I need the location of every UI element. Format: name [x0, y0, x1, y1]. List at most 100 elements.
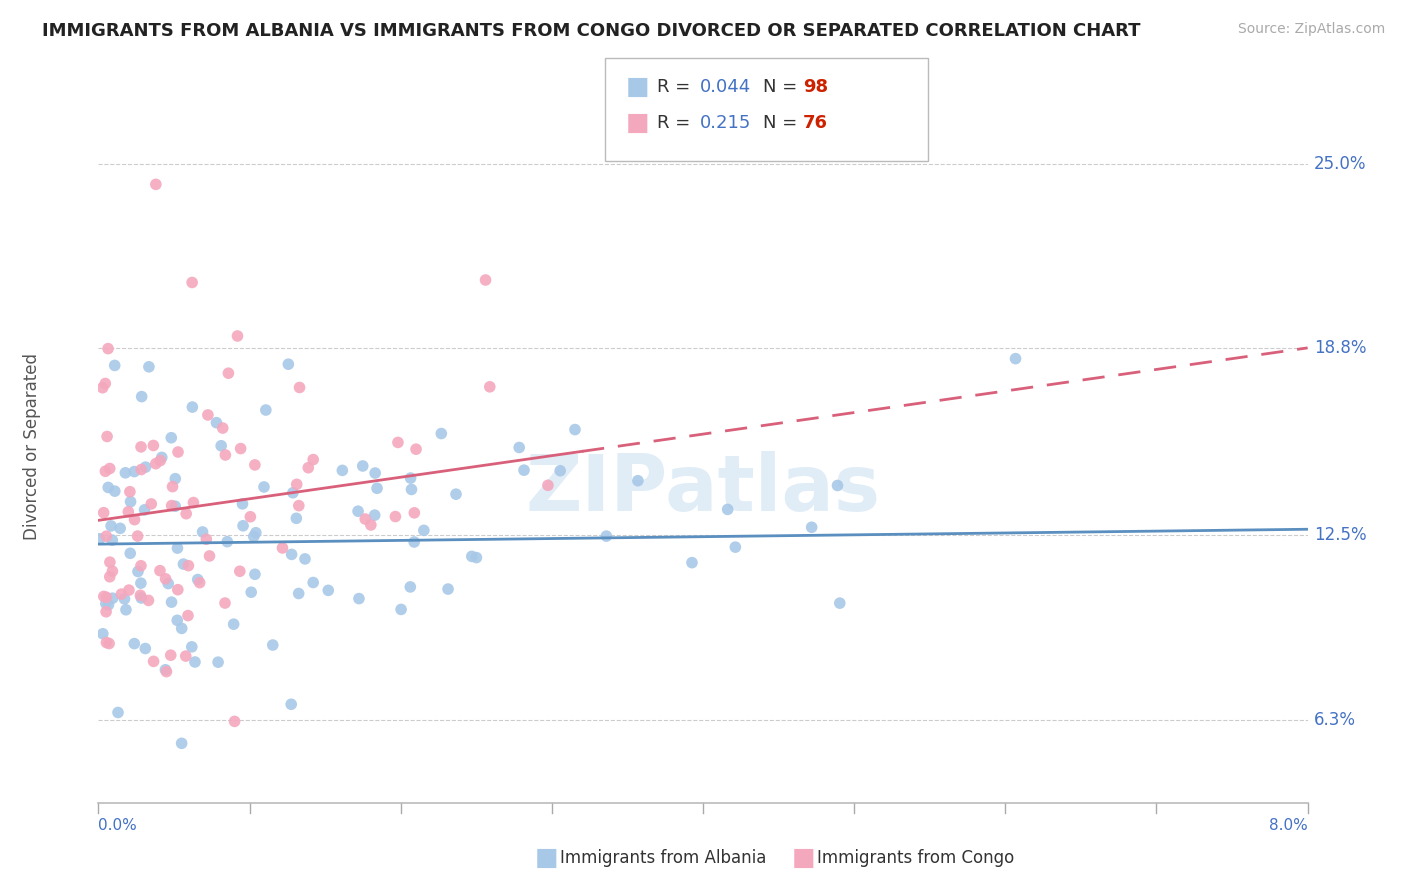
Point	[118, 583, 141, 598]
Point	[222, 617, 245, 632]
Point	[155, 572, 177, 586]
Point	[231, 497, 253, 511]
Text: ZIPatlas: ZIPatlas	[526, 450, 880, 527]
Point	[280, 698, 302, 712]
Point	[405, 442, 427, 457]
Point	[478, 380, 501, 394]
Text: ■: ■	[626, 112, 650, 135]
Point	[96, 591, 118, 605]
Point	[101, 591, 124, 606]
Point	[129, 591, 152, 605]
Point	[114, 466, 136, 480]
Point	[129, 576, 152, 591]
Point	[188, 575, 211, 590]
Point	[135, 460, 157, 475]
Point	[142, 438, 165, 452]
Point	[197, 408, 219, 422]
Point	[253, 480, 276, 494]
Point	[627, 474, 650, 488]
Point	[681, 556, 703, 570]
Point	[800, 520, 823, 534]
Point	[129, 588, 152, 602]
Point	[129, 558, 152, 573]
Point	[226, 329, 249, 343]
Point	[145, 457, 167, 471]
Point	[127, 529, 149, 543]
Point	[131, 390, 153, 404]
Point	[437, 582, 460, 596]
Text: ■: ■	[626, 76, 650, 99]
Point	[141, 497, 163, 511]
Text: Source: ZipAtlas.com: Source: ZipAtlas.com	[1237, 22, 1385, 37]
Point	[828, 596, 851, 610]
Point	[159, 648, 181, 663]
Point	[280, 548, 302, 562]
Point	[717, 502, 740, 516]
Point	[399, 580, 422, 594]
Point	[108, 521, 131, 535]
Point	[127, 565, 149, 579]
Point	[352, 458, 374, 473]
Point	[134, 641, 156, 656]
Point	[288, 380, 311, 394]
Point	[217, 366, 239, 380]
Point	[91, 381, 114, 395]
Point	[262, 638, 284, 652]
Point	[242, 529, 264, 543]
Point	[366, 481, 388, 495]
Point	[97, 342, 120, 356]
Point	[211, 421, 233, 435]
Point	[384, 509, 406, 524]
Point	[162, 480, 184, 494]
Point	[240, 585, 263, 599]
Point	[177, 558, 200, 573]
Point	[118, 484, 141, 499]
Point	[117, 505, 139, 519]
Point	[120, 546, 142, 560]
Point	[124, 465, 146, 479]
Point	[167, 445, 190, 459]
Point	[513, 463, 536, 477]
Point	[401, 483, 423, 497]
Point	[239, 509, 262, 524]
Point	[104, 359, 127, 373]
Point	[461, 549, 484, 564]
Point	[827, 478, 849, 492]
Point	[107, 706, 129, 720]
Point	[89, 532, 111, 546]
Point	[94, 376, 117, 391]
Point	[96, 529, 118, 543]
Point	[195, 533, 218, 547]
Point	[96, 429, 118, 443]
Point	[142, 654, 165, 668]
Point	[474, 273, 496, 287]
Point	[207, 655, 229, 669]
Point	[548, 464, 571, 478]
Point	[165, 500, 187, 514]
Text: 18.8%: 18.8%	[1313, 339, 1367, 357]
Point	[145, 178, 167, 192]
Point	[96, 635, 118, 649]
Point	[217, 534, 239, 549]
Point	[120, 494, 142, 508]
Point	[205, 416, 228, 430]
Point	[149, 453, 172, 467]
Point	[98, 555, 121, 569]
Point	[166, 541, 188, 555]
Point	[100, 519, 122, 533]
Point	[94, 597, 117, 611]
Point	[465, 550, 488, 565]
Point	[93, 590, 115, 604]
Point	[302, 452, 325, 467]
Point	[288, 499, 311, 513]
Point	[170, 736, 193, 750]
Point	[430, 426, 453, 441]
Point	[399, 471, 422, 485]
Point	[224, 714, 246, 729]
Point	[232, 518, 254, 533]
Point	[294, 552, 316, 566]
Point	[114, 591, 136, 606]
Point	[404, 506, 426, 520]
Point	[198, 549, 221, 563]
Text: 0.0%: 0.0%	[98, 818, 138, 832]
